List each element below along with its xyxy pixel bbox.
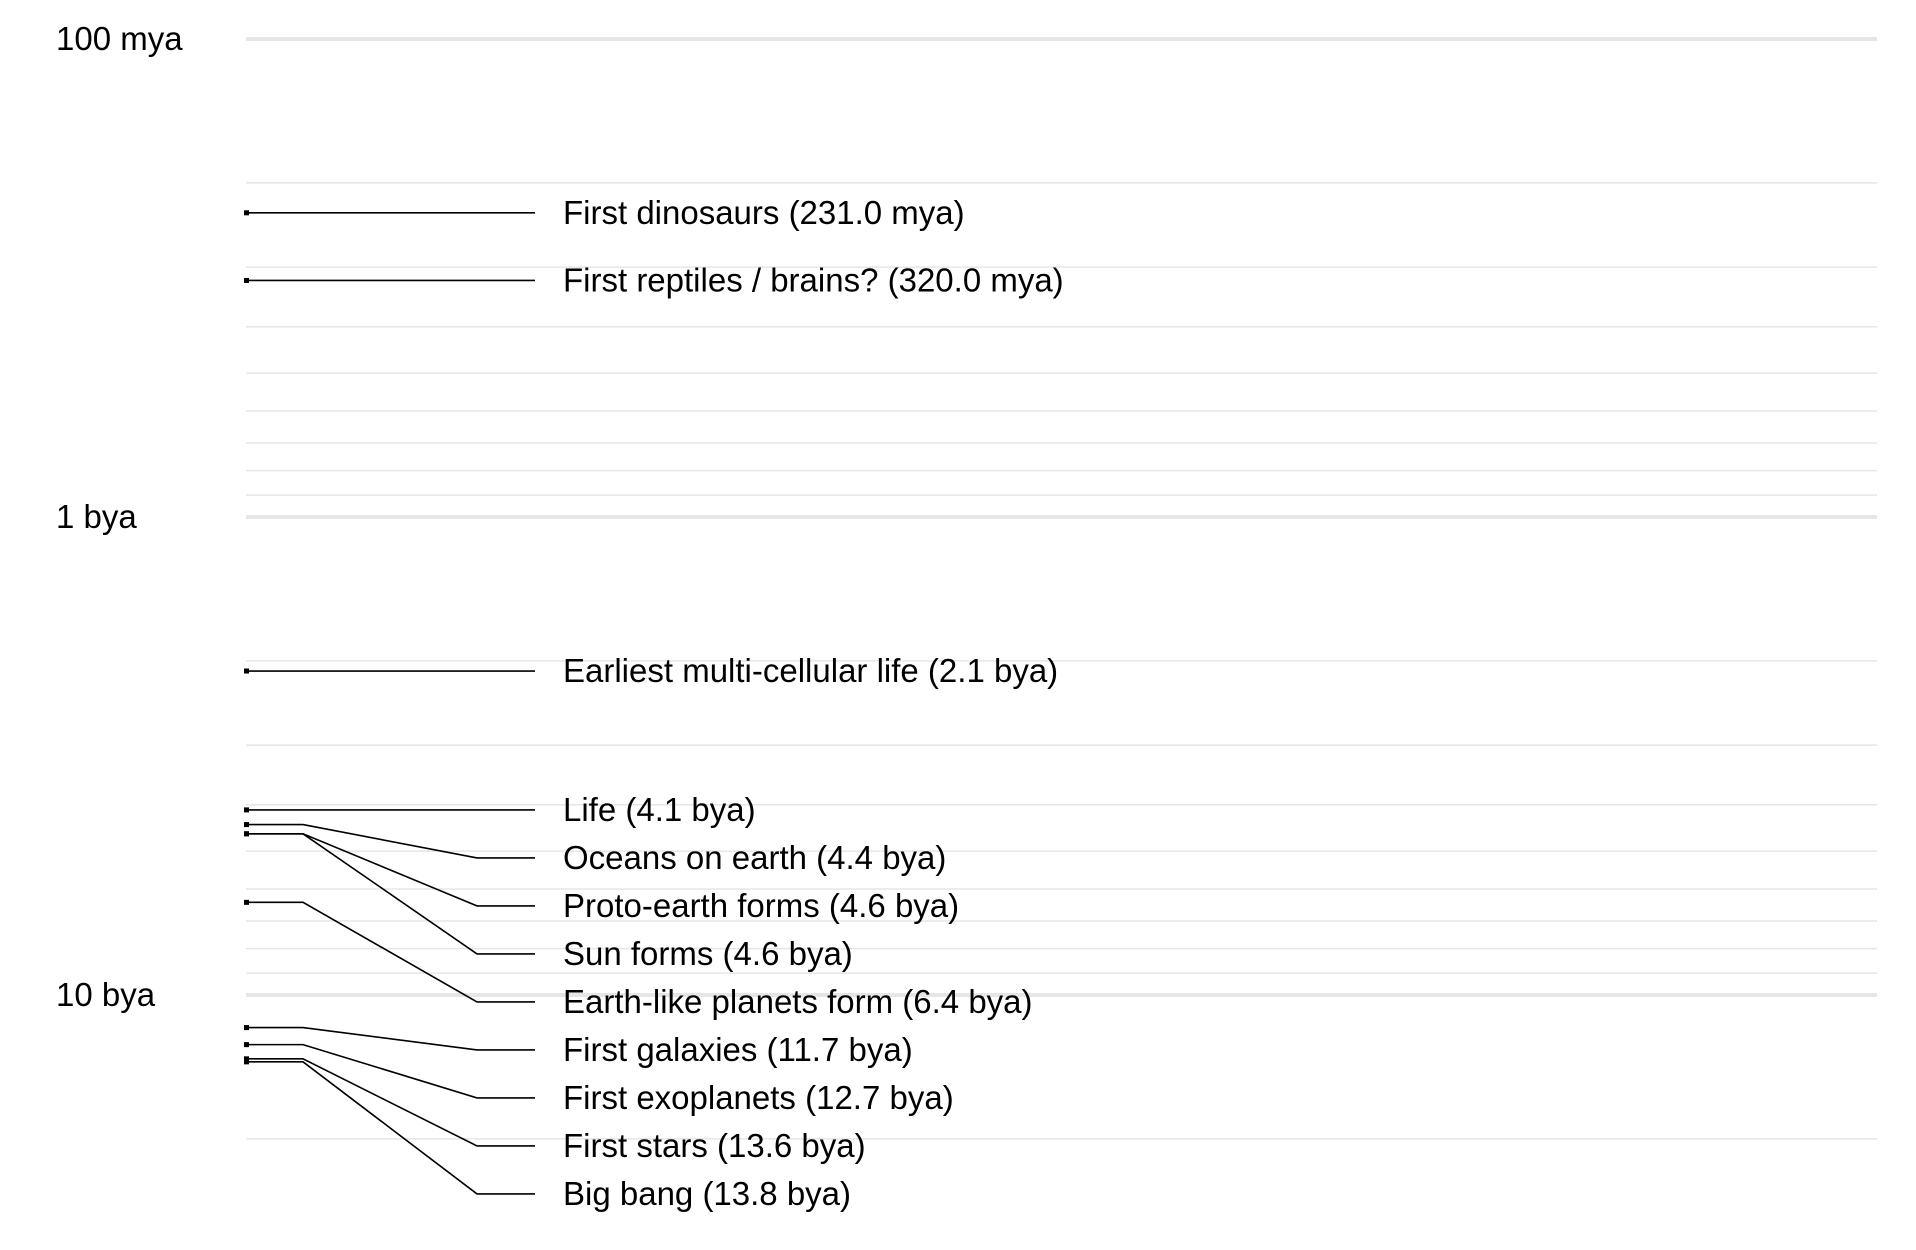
event-label: Life (4.1 bya) — [563, 791, 756, 828]
event-marker: Proto-earth forms (4.6 bya) — [244, 831, 959, 924]
event-marker: First reptiles / brains? (320.0 mya) — [244, 261, 1064, 298]
event-connector — [246, 823, 535, 859]
event-connector — [246, 1058, 535, 1147]
event-label: Sun forms (4.6 bya) — [563, 935, 853, 972]
event-marker: First stars (13.6 bya) — [244, 1056, 866, 1164]
event-label: Big bang (13.8 bya) — [563, 1175, 851, 1212]
event-connector — [246, 832, 535, 955]
event-label: First reptiles / brains? (320.0 mya) — [563, 261, 1064, 298]
event-label: First dinosaurs (231.0 mya) — [563, 194, 965, 231]
tick-label: 1 bya — [56, 498, 137, 535]
event-marker: First galaxies (11.7 bya) — [244, 1025, 913, 1068]
event-marker: Oceans on earth (4.4 bya) — [244, 822, 946, 876]
event-marker: Life (4.1 bya) — [244, 791, 756, 828]
event-marker: Big bang (13.8 bya) — [244, 1059, 851, 1212]
gridlines — [246, 37, 1877, 1140]
tick-label: 10 bya — [56, 976, 156, 1013]
event-marker: Earliest multi-cellular life (2.1 bya) — [244, 652, 1058, 689]
event-marker: Earth-like planets form (6.4 bya) — [244, 899, 1033, 1020]
event-connector — [246, 901, 535, 1003]
event-connector — [246, 1043, 535, 1099]
event-connector — [246, 1026, 535, 1051]
event-label: First galaxies (11.7 bya) — [563, 1031, 913, 1068]
event-connector — [246, 1061, 535, 1195]
event-markers: First dinosaurs (231.0 mya) First reptile… — [244, 194, 1064, 1212]
event-label: First exoplanets (12.7 bya) — [563, 1079, 954, 1116]
tick-label: 100 mya — [56, 20, 183, 57]
event-marker: First dinosaurs (231.0 mya) — [244, 194, 965, 231]
event-label: Earliest multi-cellular life (2.1 bya) — [563, 652, 1058, 689]
event-label: Proto-earth forms (4.6 bya) — [563, 887, 959, 924]
event-marker: First exoplanets (12.7 bya) — [244, 1042, 954, 1116]
event-marker: Sun forms (4.6 bya) — [244, 831, 853, 972]
event-label: Oceans on earth (4.4 bya) — [563, 839, 946, 876]
event-label: Earth-like planets form (6.4 bya) — [563, 983, 1033, 1020]
axis-tick-labels: 100 mya 1 bya 10 bya — [56, 20, 183, 1013]
event-label: First stars (13.6 bya) — [563, 1127, 866, 1164]
